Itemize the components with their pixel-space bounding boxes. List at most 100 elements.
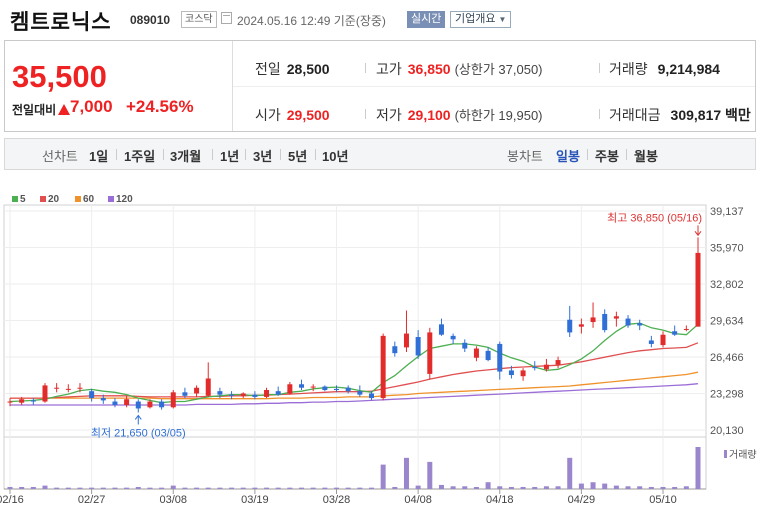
- candle-body: [42, 385, 48, 402]
- volume-bar: [532, 486, 538, 489]
- legend-ma120: 120: [108, 194, 133, 205]
- candle-body: [590, 317, 596, 323]
- candle-body: [30, 400, 36, 402]
- trade-amount: 거래대금 309,817 백만: [609, 107, 751, 123]
- y-tick-label: 23,298: [710, 388, 744, 400]
- volume-bar: [135, 486, 141, 489]
- candle-body: [683, 328, 689, 330]
- candle-body: [182, 392, 188, 396]
- y-tick-label: 26,466: [710, 352, 744, 364]
- x-tick-label: 04/08: [404, 494, 432, 506]
- volume-bar: [287, 487, 293, 489]
- volume: 거래량 9,214,984: [609, 61, 720, 77]
- tab-1y[interactable]: 1년: [220, 149, 240, 164]
- candle-body: [299, 384, 305, 388]
- company-overview-dropdown[interactable]: 기업개요 ▼: [450, 11, 512, 28]
- x-tick-label: 03/08: [159, 494, 187, 506]
- volume-bar: [42, 485, 48, 489]
- y-tick-label: 39,137: [710, 206, 744, 218]
- realtime-button[interactable]: 실시간: [407, 11, 446, 28]
- volume-bar: [473, 486, 479, 489]
- candle-body: [602, 313, 608, 331]
- legend-swatch: [40, 196, 46, 202]
- candle-body: [497, 343, 503, 372]
- prev-close: 전일 28,500: [255, 61, 330, 77]
- quote-panel: [4, 40, 756, 132]
- candle-body: [660, 334, 666, 346]
- y-tick-label: 20,130: [710, 425, 744, 437]
- y-tick-label: 29,634: [710, 315, 744, 327]
- volume-bar: [392, 486, 398, 489]
- tab-1d[interactable]: 1일: [89, 149, 109, 164]
- candle-body: [194, 387, 200, 394]
- candle-body: [170, 392, 176, 408]
- volume-bar: [240, 487, 246, 489]
- candle-body: [450, 335, 456, 340]
- divider: [599, 109, 600, 119]
- volume-bar: [182, 487, 188, 489]
- volume-bar: [683, 486, 689, 489]
- candle-body: [205, 378, 211, 396]
- volume-bar: [625, 486, 631, 489]
- candle-body: [462, 342, 468, 349]
- volume-bar: [217, 487, 223, 489]
- volume-bar: [194, 487, 200, 489]
- volume-bar: [497, 486, 503, 489]
- volume-bar: [65, 487, 71, 489]
- candle-body: [77, 387, 83, 389]
- volume-bar: [567, 457, 573, 489]
- volume-bar: [485, 482, 491, 489]
- x-tick-label: 04/18: [486, 494, 514, 506]
- legend-swatch: [108, 196, 114, 202]
- divider: [599, 63, 600, 73]
- tab-3y[interactable]: 3년: [253, 149, 273, 164]
- candle-body: [322, 386, 328, 391]
- volume-bar: [368, 487, 374, 489]
- legend-ma20: 20: [40, 194, 59, 205]
- volume-bar: [357, 487, 363, 489]
- volume-bar: [415, 485, 421, 489]
- volume-bar: [7, 486, 13, 489]
- x-tick-label: 02/16: [0, 494, 24, 506]
- tab-3m[interactable]: 3개월: [170, 149, 202, 164]
- tab-monthly[interactable]: 월봉: [634, 149, 658, 164]
- tab-5y[interactable]: 5년: [288, 149, 308, 164]
- volume-bar: [345, 487, 351, 489]
- divider: [245, 149, 246, 160]
- volume-plot-frame: [3, 436, 707, 490]
- candle-body: [65, 388, 71, 390]
- candle-body: [578, 324, 584, 327]
- volume-bar: [438, 484, 444, 489]
- y-tick-label: 32,802: [710, 279, 744, 291]
- tab-weekly[interactable]: 주봉: [595, 149, 619, 164]
- volume-bar: [229, 487, 235, 489]
- volume-bar: [147, 487, 153, 489]
- candle-body: [345, 387, 351, 392]
- volume-bar: [30, 486, 36, 489]
- candle-body: [217, 391, 223, 395]
- tab-daily[interactable]: 일봉: [556, 149, 580, 164]
- change-percent: +24.56%: [126, 97, 194, 116]
- candle-body: [159, 401, 165, 408]
- candle-body: [89, 391, 95, 399]
- candle-body: [648, 340, 654, 344]
- candle-body: [357, 391, 363, 395]
- volume-bar: [310, 487, 316, 489]
- divider: [116, 149, 117, 160]
- x-tick-label: 05/10: [649, 494, 677, 506]
- volume-bar: [54, 487, 60, 489]
- candle-body: [613, 316, 619, 319]
- volume-bar: [520, 486, 526, 489]
- max-arrow-head: [694, 231, 702, 237]
- candle-body: [287, 384, 293, 394]
- volume-bar: [275, 487, 281, 489]
- tab-1w[interactable]: 1주일: [124, 149, 156, 164]
- volume-bar: [648, 486, 654, 489]
- candle-body: [124, 399, 130, 405]
- tab-10y[interactable]: 10년: [322, 149, 349, 164]
- volume-bar: [578, 483, 584, 489]
- divider: [280, 149, 281, 160]
- candle-body: [473, 348, 479, 358]
- stock-header: 켐트로닉스 089010 코스닥 2024.05.16 12:49 기준(장중)…: [0, 0, 760, 38]
- high-price: 고가 36,850 (상한가 37,050): [376, 61, 543, 77]
